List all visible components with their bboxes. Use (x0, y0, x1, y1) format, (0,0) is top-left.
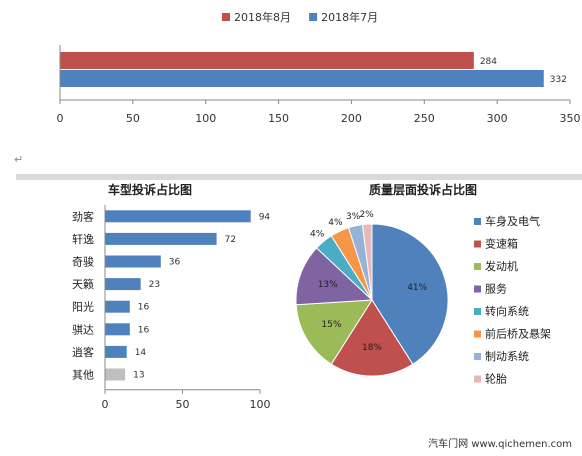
x-tick-label-0: 0 (102, 398, 109, 411)
x-tick-label-0: 0 (57, 112, 64, 125)
legend-label-0: 车身及电气 (485, 214, 540, 228)
legend-swatch-3 (474, 285, 481, 293)
pie-data-label-4: 4% (310, 230, 325, 240)
legend-swatch-2 (474, 263, 481, 270)
pie-slice-3 (295, 247, 374, 306)
legend-swatch-0 (474, 218, 481, 225)
category-label-7: 其他 (72, 369, 94, 382)
pie-data-label-1: 18% (362, 343, 382, 353)
legend-swatch-5 (474, 330, 481, 338)
top-comparison-bar-chart: 2018年8月 2018年7月 284 332 0 50 100 150 200 250 300 35… (57, 10, 581, 125)
data-label-1: 72 (225, 235, 236, 245)
pie-data-label-7: 2% (359, 210, 374, 220)
bar-1 (60, 70, 544, 87)
category-label-4: 阳光 (72, 300, 94, 314)
bar-6 (105, 345, 127, 358)
bar-7 (105, 368, 126, 381)
legend-label-1: 变速箱 (485, 237, 518, 251)
watermark-text: 汽车门网 www.qichemen.com (428, 439, 572, 450)
x-tick-label-1: 50 (126, 112, 140, 125)
category-label-3: 天籁 (72, 277, 94, 291)
bar-2 (105, 255, 161, 268)
pie-data-label-2: 15% (321, 320, 341, 330)
legend-label-7: 轮胎 (485, 372, 507, 386)
legend-label-4: 转向系统 (485, 304, 529, 318)
data-label-2: 36 (169, 258, 181, 268)
pie-data-label-3: 13% (318, 280, 338, 290)
category-label-2: 奇骏 (72, 255, 94, 269)
category-label-5: 骐达 (72, 323, 94, 336)
category-label-0: 劲客 (72, 209, 94, 223)
x-tick-label-6: 300 (487, 112, 508, 125)
left-chart-title: 车型投诉占比图 (108, 182, 192, 197)
data-label-5: 16 (138, 325, 150, 335)
category-label-6: 逍客 (72, 345, 94, 359)
legend-swatch-6 (474, 353, 481, 360)
legend-label-1: 2018年7月 (321, 10, 378, 24)
category-label-1: 轩逸 (72, 232, 94, 246)
data-label-7: 13 (133, 371, 144, 381)
pie-slice-1 (330, 299, 414, 377)
bar-0 (60, 52, 474, 69)
x-tick-label-5: 250 (414, 112, 435, 125)
data-label-1: 332 (550, 75, 567, 85)
data-label-3: 23 (149, 280, 160, 290)
legend-swatch-0 (222, 13, 230, 21)
bar-4 (105, 300, 130, 313)
bar-5 (105, 323, 130, 336)
pie-slice-2 (295, 299, 373, 365)
data-label-0: 284 (480, 57, 497, 67)
pie-chart-title: 质量层面投诉占比图 (369, 182, 477, 197)
pie-data-label-0: 41% (407, 283, 427, 293)
x-tick-label-4: 200 (341, 112, 362, 125)
legend-label-5: 前后桥及悬架 (485, 327, 551, 341)
pie-slice-7 (361, 223, 373, 301)
legend-label-6: 制动系统 (485, 350, 529, 363)
data-label-4: 16 (138, 303, 150, 313)
data-label-0: 94 (259, 212, 271, 222)
legend-label-3: 服务 (485, 283, 507, 296)
legend-swatch-7 (474, 375, 481, 383)
section-divider (16, 174, 582, 180)
legend-swatch-1 (309, 13, 318, 21)
pie-data-label-6: 3% (346, 212, 361, 222)
paragraph-mark: ↵ (14, 153, 24, 166)
legend-swatch-4 (474, 308, 481, 315)
legend-label-2: 发动机 (485, 259, 518, 273)
bar-0 (105, 210, 251, 223)
legend-swatch-1 (474, 240, 481, 248)
legend-label-0: 2018年8月 (234, 10, 291, 24)
x-tick-label-1: 50 (176, 398, 190, 411)
pie-data-label-5: 4% (328, 218, 343, 228)
bar-1 (105, 232, 217, 245)
x-tick-label-2: 100 (250, 398, 271, 411)
x-tick-label-2: 100 (195, 112, 216, 125)
x-tick-label-3: 150 (268, 112, 289, 125)
bar-3 (105, 278, 141, 291)
x-tick-label-7: 350 (560, 112, 581, 125)
data-label-6: 14 (135, 348, 147, 358)
